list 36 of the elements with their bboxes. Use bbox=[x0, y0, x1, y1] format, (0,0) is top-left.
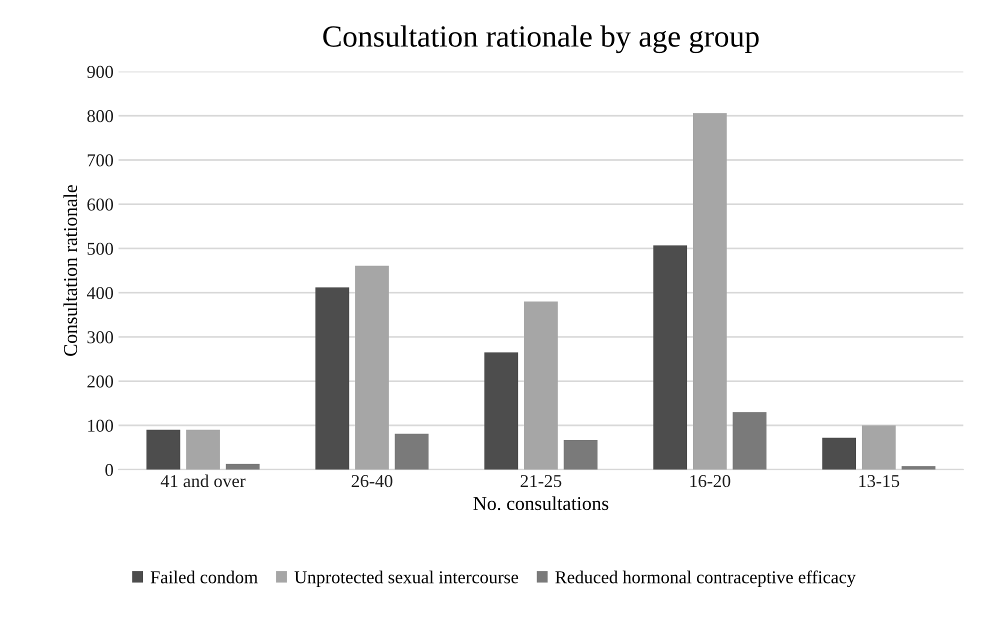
bar bbox=[732, 412, 766, 470]
y-tick-label: 100 bbox=[88, 420, 114, 432]
y-tick-label: 900 bbox=[87, 66, 114, 78]
x-axis-title: No. consultations bbox=[473, 496, 608, 510]
bar bbox=[146, 430, 180, 470]
chart-title: Consultation rationale by age group bbox=[323, 25, 759, 54]
bar bbox=[902, 466, 936, 470]
bar bbox=[315, 287, 350, 470]
bar bbox=[484, 352, 518, 470]
y-tick-label: 0 bbox=[105, 464, 114, 476]
y-tick-label: 300 bbox=[87, 331, 114, 344]
y-tick-label: 700 bbox=[88, 154, 114, 166]
legend-label: Unprotected sexual intercourse bbox=[294, 570, 518, 588]
x-tick-label: 13-15 bbox=[859, 475, 900, 488]
y-tick-label: 600 bbox=[87, 198, 114, 211]
bar bbox=[692, 113, 727, 470]
bar bbox=[524, 302, 558, 470]
y-axis-title: Consultation rationale bbox=[63, 185, 78, 356]
bar bbox=[653, 245, 688, 470]
bar bbox=[862, 425, 896, 470]
y-tick-label: 400 bbox=[86, 286, 114, 300]
bar bbox=[186, 430, 220, 470]
y-tick-label: 500 bbox=[88, 242, 114, 255]
bar bbox=[822, 438, 856, 470]
bar bbox=[394, 434, 429, 470]
x-tick-label: 21-25 bbox=[520, 475, 562, 488]
bar bbox=[564, 440, 598, 470]
x-tick-label: 16-20 bbox=[690, 474, 730, 488]
y-tick-label: 200 bbox=[87, 375, 114, 388]
legend-label: Failed condom bbox=[150, 570, 258, 584]
legend-label: Reduced hormonal contraceptive efficacy bbox=[555, 570, 856, 588]
bar bbox=[226, 464, 260, 470]
bar bbox=[355, 266, 389, 470]
x-tick-label: 41 and over bbox=[160, 474, 246, 488]
y-tick-label: 800 bbox=[87, 110, 114, 122]
x-tick-label: 26-40 bbox=[352, 474, 392, 488]
